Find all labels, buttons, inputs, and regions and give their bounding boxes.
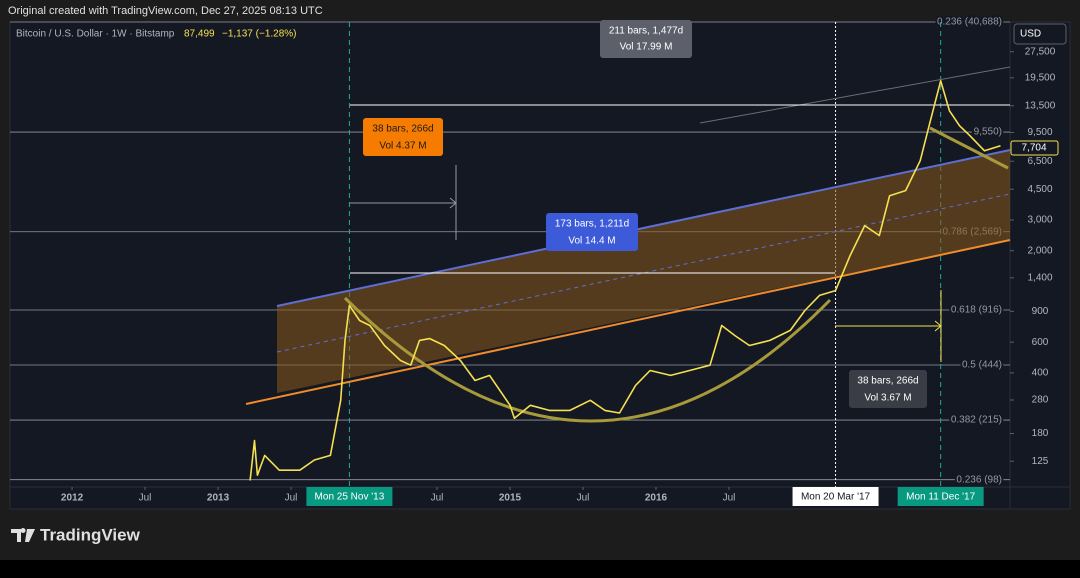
y-tick-label: 27,500 bbox=[1025, 46, 1056, 57]
measure-bars: 211 bars, 1,477d bbox=[609, 26, 683, 37]
overlay: Mon 25 Nov '13 Mon 20 Mar '17 Mon 11 Dec '… bbox=[249, 80, 1001, 506]
currency-button[interactable] bbox=[1013, 23, 1067, 45]
fib-label: 0.5 (444) bbox=[962, 360, 1002, 371]
channel-upper bbox=[276, 149, 1011, 307]
x-tick-label: Jul bbox=[431, 493, 444, 504]
measure-bars: 38 bars, 266d bbox=[372, 124, 433, 135]
channel-lower bbox=[245, 239, 1011, 405]
y-tick-label: 900 bbox=[1032, 306, 1049, 317]
x-tick-label: Jul bbox=[285, 493, 298, 504]
y-tick-label: 13,500 bbox=[1025, 100, 1056, 111]
date-marker-box bbox=[792, 487, 879, 506]
date-marker-box bbox=[897, 487, 984, 506]
credit: Original created with TradingView.com, D… bbox=[8, 5, 323, 17]
fib-label: 0.236 (98) bbox=[956, 474, 1002, 485]
date-marker-label: Mon 11 Dec '17 bbox=[906, 492, 975, 503]
x-tick-label: 2012 bbox=[61, 493, 84, 504]
fib-label: 9,550) bbox=[974, 127, 1002, 138]
fib-label: 0.382 (215) bbox=[951, 415, 1002, 426]
last-price: 87,499 bbox=[184, 29, 215, 40]
measure-box bbox=[363, 118, 443, 156]
measure-vol: Vol 14.4 M bbox=[568, 236, 615, 247]
x-tick-label: 2016 bbox=[645, 493, 668, 504]
x-tick-label: 2013 bbox=[207, 493, 230, 504]
y-tick-label: 9,500 bbox=[1027, 127, 1052, 138]
price-line bbox=[249, 80, 1001, 481]
y-tick-label: 125 bbox=[1032, 456, 1049, 467]
y-tick-label: 6,500 bbox=[1027, 156, 1052, 167]
trend-line bbox=[699, 66, 1011, 124]
measure-vol: Vol 3.67 M bbox=[864, 393, 911, 404]
fib-label: 0.618 (916) bbox=[951, 305, 1002, 316]
price-tag-label: 7,704 bbox=[1021, 143, 1046, 154]
bottom-strip bbox=[0, 560, 1080, 578]
y-tick-label: 400 bbox=[1032, 368, 1049, 379]
y-tick-label: 280 bbox=[1032, 395, 1049, 406]
measure-box bbox=[600, 20, 692, 58]
y-tick-label: 4,500 bbox=[1027, 184, 1052, 195]
y-tick-label: 2,000 bbox=[1027, 245, 1052, 256]
date-marker-label: Mon 20 Mar '17 bbox=[801, 492, 871, 503]
measure-box bbox=[849, 370, 927, 408]
measure-bars: 173 bars, 1,211d bbox=[555, 219, 629, 230]
currency[interactable]: USD bbox=[1020, 29, 1041, 40]
y-tick-label: 3,000 bbox=[1027, 215, 1052, 226]
logo-icon bbox=[11, 528, 35, 542]
fib-label: 0.236 (40,688) bbox=[937, 17, 1002, 28]
price-tag bbox=[1010, 140, 1059, 156]
brand: TradingView bbox=[40, 525, 141, 544]
measure-bars: 38 bars, 266d bbox=[857, 376, 918, 387]
y-tick-label: 180 bbox=[1032, 428, 1049, 439]
measure-vol: Vol 4.37 M bbox=[379, 141, 426, 152]
measure-vol: Vol 17.99 M bbox=[620, 42, 673, 53]
y-tick-label: 600 bbox=[1032, 337, 1049, 348]
y-tick-label: 1,400 bbox=[1027, 272, 1052, 283]
channel-fill bbox=[277, 150, 1010, 393]
legend-symbol: Bitcoin / U.S. Dollar · 1W · Bitstamp bbox=[16, 29, 175, 40]
channel-mid bbox=[276, 193, 1011, 353]
date-marker-label: Mon 25 Nov '13 bbox=[315, 492, 385, 503]
date-marker-box bbox=[306, 487, 393, 506]
measure-box bbox=[546, 213, 638, 251]
y-tick-label: 19,500 bbox=[1025, 72, 1056, 83]
x-tick-label: Jul bbox=[139, 493, 152, 504]
x-tick-label: Jul bbox=[723, 493, 736, 504]
x-tick-label: 2015 bbox=[499, 493, 522, 504]
x-tick-label: Jul bbox=[577, 493, 590, 504]
handle-curve bbox=[929, 126, 1009, 170]
price-change: −1,137 (−1.28%) bbox=[222, 29, 297, 40]
